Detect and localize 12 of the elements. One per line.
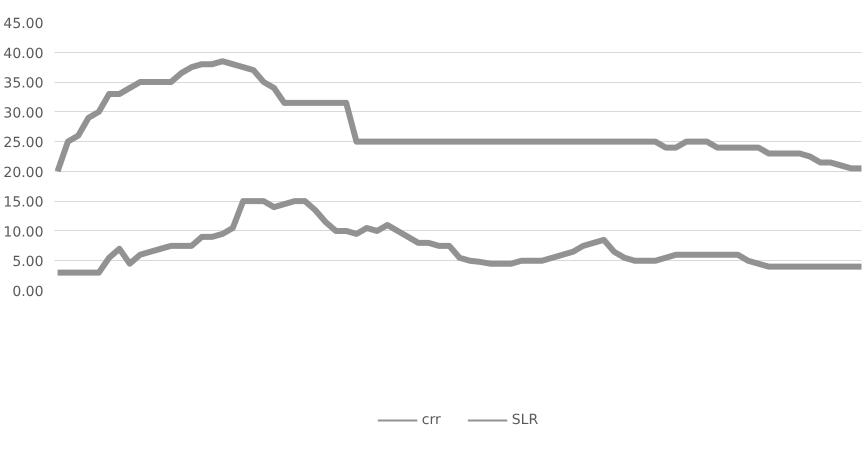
y-tick-label: 45.00 [3,16,44,32]
y-tick-label: 20.00 [3,164,44,181]
y-tick-label: 35.00 [3,76,44,92]
y-tick-label: 15.00 [3,194,44,211]
y-tick-label: 40.00 [3,46,44,62]
y-tick-label: 30.00 [3,105,44,122]
y-tick-label: 5.00 [12,254,44,270]
legend-label: SLR [512,412,538,428]
legend-label: crr [422,412,442,428]
y-tick-label: 25.00 [3,135,44,152]
y-tick-label: 10.00 [3,224,44,240]
y-tick-label: 0.00 [12,284,44,300]
